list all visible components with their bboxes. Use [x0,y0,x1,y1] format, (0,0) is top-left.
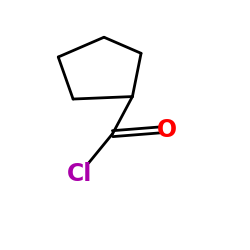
Text: O: O [157,118,177,142]
Text: Cl: Cl [66,162,92,186]
